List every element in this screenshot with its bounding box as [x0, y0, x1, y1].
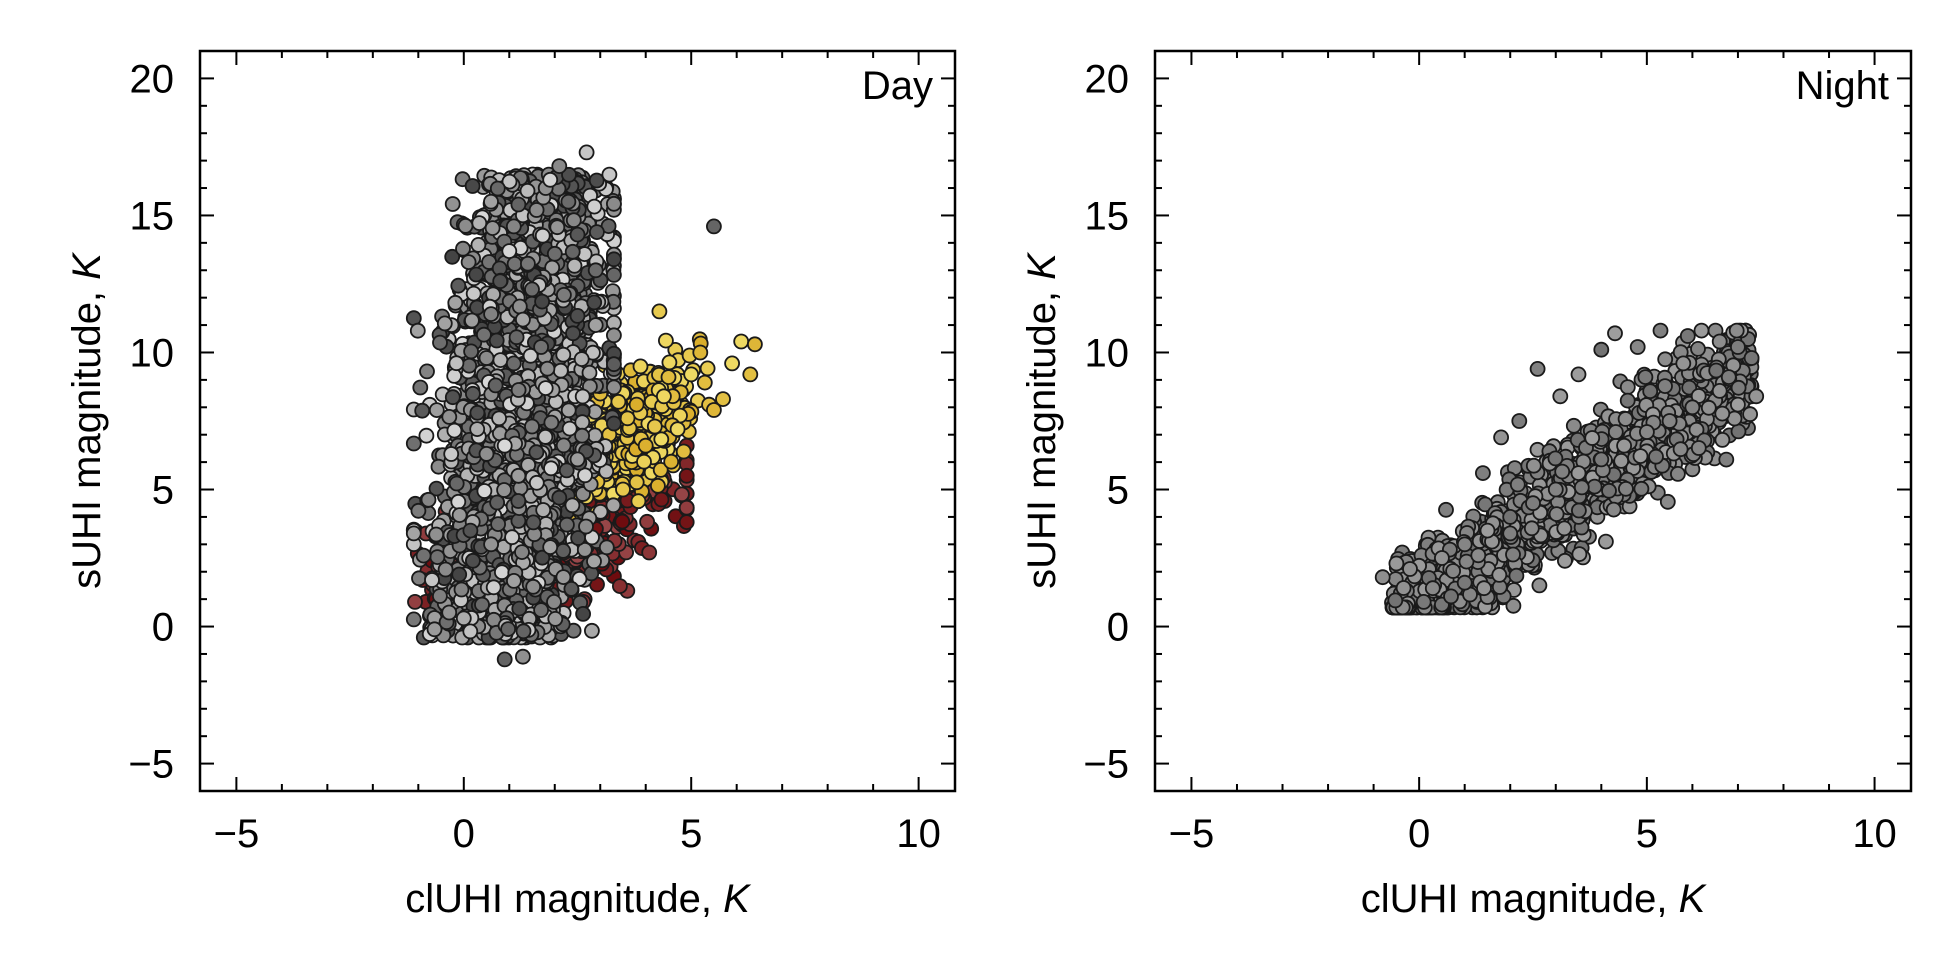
data-point	[405, 611, 422, 628]
data-point	[606, 266, 622, 283]
data-point	[675, 443, 692, 460]
data-point	[419, 363, 435, 380]
data-point	[733, 333, 750, 350]
data-point	[669, 421, 686, 438]
data-point	[674, 486, 690, 503]
data-point	[407, 594, 423, 610]
data-point	[660, 369, 677, 386]
data-point	[651, 303, 668, 320]
data-point	[653, 491, 670, 508]
data-point	[632, 358, 649, 375]
data-point	[630, 493, 647, 510]
data-point	[636, 453, 652, 470]
data-point	[584, 622, 600, 639]
data-point	[606, 379, 622, 396]
data-point	[715, 391, 731, 408]
data-point	[637, 437, 654, 454]
data-point	[656, 388, 672, 405]
data-point	[696, 374, 713, 391]
data-point	[699, 360, 716, 377]
data-point	[418, 427, 435, 444]
data-point	[692, 344, 709, 361]
data-point	[724, 355, 740, 372]
scatter-points	[405, 144, 763, 668]
data-point	[412, 379, 429, 396]
data-point	[610, 393, 627, 410]
data-point	[658, 332, 674, 349]
data-point	[650, 477, 666, 494]
data-point	[678, 514, 695, 530]
data-point	[614, 513, 631, 530]
data-point	[678, 499, 695, 516]
data-point	[428, 526, 445, 543]
data-point	[411, 570, 427, 587]
data-point	[628, 396, 645, 413]
data-point	[639, 513, 655, 530]
data-point	[646, 418, 663, 435]
data-point	[663, 453, 680, 470]
data-point	[683, 366, 700, 383]
data-point	[612, 578, 628, 594]
data-point	[405, 435, 422, 452]
data-point	[747, 336, 763, 353]
data-point	[606, 415, 622, 432]
data-point	[742, 366, 759, 383]
data-point	[628, 474, 645, 491]
data-point	[641, 544, 658, 561]
data-point	[615, 481, 631, 498]
data-point	[653, 431, 670, 448]
data-point	[619, 410, 636, 427]
data-point	[605, 497, 622, 514]
data-point	[447, 294, 464, 311]
data-point	[575, 606, 591, 622]
data-point	[678, 467, 695, 484]
